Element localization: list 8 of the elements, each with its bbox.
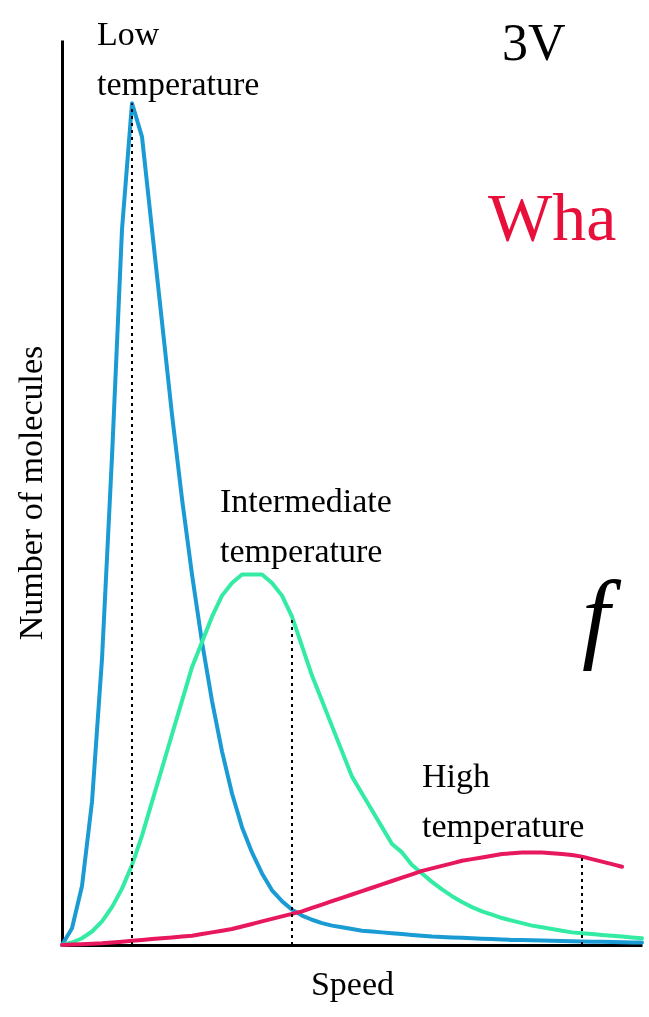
series-label: Intermediate temperature <box>220 482 392 569</box>
series-label: High temperature <box>422 757 585 844</box>
x-axis-title: Speed <box>310 964 395 1002</box>
series-label: Low temperature <box>97 15 260 102</box>
text: 3V <box>502 14 566 71</box>
annotation: f <box>582 561 622 672</box>
annotation: Wha <box>488 179 617 255</box>
y-axis-title: Number of molecules <box>11 345 49 641</box>
